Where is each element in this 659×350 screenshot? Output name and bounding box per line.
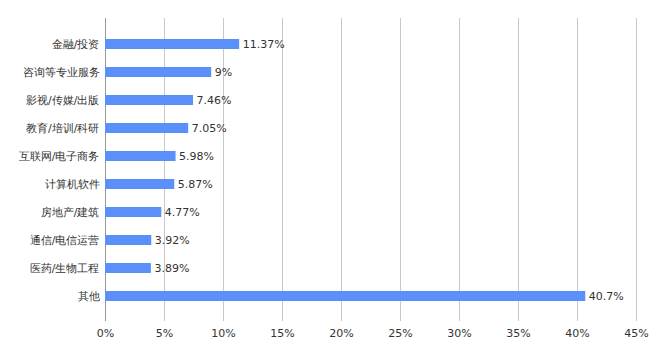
svg-text:7.46%: 7.46% — [197, 94, 232, 107]
svg-text:0%: 0% — [97, 327, 114, 340]
svg-text:40%: 40% — [565, 327, 589, 340]
svg-text:教育/培训/科研: 教育/培训/科研 — [26, 122, 99, 135]
svg-text:11.37%: 11.37% — [243, 38, 285, 51]
svg-text:影视/传媒/出版: 影视/传媒/出版 — [26, 94, 99, 107]
svg-text:25%: 25% — [388, 327, 412, 340]
svg-text:45%: 45% — [624, 327, 648, 340]
svg-text:咨询等专业服务: 咨询等专业服务 — [23, 66, 100, 79]
svg-text:通信/电信运营: 通信/电信运营 — [30, 234, 100, 247]
svg-text:房地产/建筑: 房地产/建筑 — [41, 206, 100, 219]
svg-text:计算机软件: 计算机软件 — [45, 178, 100, 191]
svg-text:30%: 30% — [447, 327, 471, 340]
svg-text:互联网/电子商务: 互联网/电子商务 — [19, 150, 100, 163]
svg-text:10%: 10% — [211, 327, 235, 340]
svg-text:4.77%: 4.77% — [165, 206, 200, 219]
svg-text:35%: 35% — [506, 327, 530, 340]
svg-text:9%: 9% — [215, 66, 232, 79]
svg-text:5.98%: 5.98% — [179, 150, 214, 163]
svg-text:15%: 15% — [270, 327, 294, 340]
svg-text:5.87%: 5.87% — [178, 178, 213, 191]
svg-text:20%: 20% — [329, 327, 353, 340]
svg-text:其他: 其他 — [78, 290, 100, 303]
svg-text:医药/生物工程: 医药/生物工程 — [30, 262, 100, 275]
svg-text:3.89%: 3.89% — [154, 262, 189, 275]
svg-text:5%: 5% — [156, 327, 173, 340]
svg-text:金融/投资: 金融/投资 — [52, 38, 100, 51]
svg-text:3.92%: 3.92% — [155, 234, 190, 247]
svg-text:7.05%: 7.05% — [192, 122, 227, 135]
svg-text:40.7%: 40.7% — [589, 290, 624, 303]
